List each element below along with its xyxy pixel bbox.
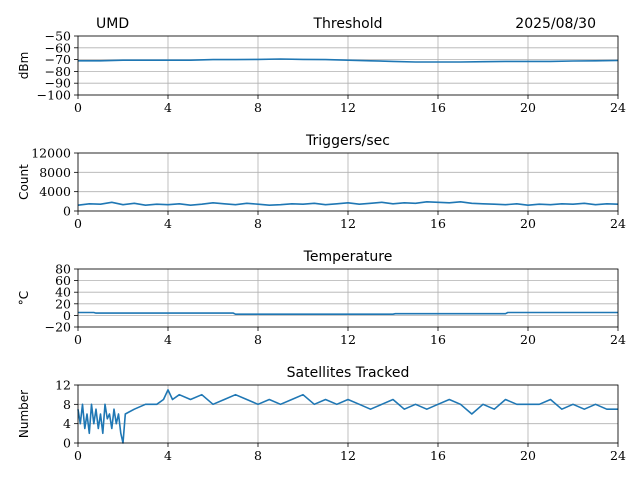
x-tick-label: 0	[74, 448, 82, 463]
chart-title: Threshold	[313, 16, 383, 32]
chart-panel-2: 0 4 8 12 16 20 24 0 4000 8000 12000 Triggers/sec Cou…	[17, 133, 626, 231]
x-tick-label: 20	[520, 332, 536, 347]
x-tick-label: 24	[610, 216, 626, 231]
panels: 0 4 8 12 16 20 24 −100−90−80−70−60−50 Threshold d…	[17, 16, 626, 463]
x-tick-label: 0	[74, 100, 82, 115]
x-tick-label: 4	[164, 216, 172, 231]
y-axis-label: Number	[17, 390, 31, 438]
x-tick-label: 8	[254, 448, 262, 463]
chart-panel-4: 0 4 8 12 16 20 24 0 4 8 12 Satellites Tracked Number	[17, 365, 626, 463]
series-line-1	[78, 58, 619, 63]
x-tick-label: 16	[430, 448, 446, 463]
y-tick-label: 8	[63, 397, 71, 412]
x-tick-label: 4	[164, 332, 172, 347]
y-tick-label: 0	[63, 308, 71, 323]
chart-title: Satellites Tracked	[287, 365, 410, 381]
y-tick-label: 0	[63, 204, 71, 219]
y-tick-label: −100	[37, 88, 71, 103]
x-tick-label: 16	[430, 332, 446, 347]
header-date-label: 2025/08/30	[515, 16, 596, 32]
x-tick-label: 12	[340, 100, 356, 115]
y-tick-label: 12000	[31, 146, 71, 161]
chart-panel-1: 0 4 8 12 16 20 24 −100−90−80−70−60−50 Threshold d…	[17, 16, 626, 115]
chart-title: Triggers/sec	[305, 133, 390, 149]
x-tick-label: 20	[520, 100, 536, 115]
y-tick-label: −20	[45, 320, 71, 335]
y-axis-label: °C	[17, 291, 31, 305]
y-tick-label: 80	[55, 262, 71, 277]
y-axis-label: Count	[17, 164, 31, 200]
series-line-1	[77, 388, 618, 444]
chart-title: Temperature	[303, 249, 393, 265]
x-tick-label: 0	[74, 216, 82, 231]
x-tick-label: 8	[254, 100, 262, 115]
x-tick-label: 12	[340, 216, 356, 231]
x-tick-label: 0	[74, 332, 82, 347]
y-tick-label: 8000	[39, 165, 71, 180]
x-tick-label: 20	[520, 216, 536, 231]
x-tick-label: 8	[254, 216, 262, 231]
y-tick-label: 20	[55, 296, 71, 311]
y-tick-label: 0	[63, 436, 71, 451]
header-left-label: UMD	[96, 16, 129, 32]
x-tick-label: 12	[340, 448, 356, 463]
series-line-1	[78, 311, 618, 316]
x-tick-label: 4	[164, 100, 172, 115]
y-tick-label: 40	[55, 285, 71, 300]
y-tick-label: 12	[55, 378, 71, 393]
y-tick-label: 4000	[39, 184, 71, 199]
y-tick-label: −80	[45, 64, 71, 79]
y-tick-label: −50	[45, 29, 71, 44]
y-tick-label: −60	[45, 40, 71, 55]
series-line-1	[77, 201, 619, 206]
x-tick-label: 24	[610, 448, 626, 463]
x-tick-label: 16	[430, 100, 446, 115]
x-tick-label: 8	[254, 332, 262, 347]
y-tick-label: −90	[45, 76, 71, 91]
x-tick-label: 16	[430, 216, 446, 231]
x-tick-label: 24	[610, 100, 626, 115]
x-tick-label: 4	[164, 448, 172, 463]
y-tick-label: 60	[55, 273, 71, 288]
y-axis-label: dBm	[17, 52, 31, 80]
x-tick-label: 24	[610, 332, 626, 347]
x-tick-label: 20	[520, 448, 536, 463]
x-tick-label: 12	[340, 332, 356, 347]
y-tick-label: −70	[45, 52, 71, 67]
y-tick-label: 4	[63, 416, 71, 431]
